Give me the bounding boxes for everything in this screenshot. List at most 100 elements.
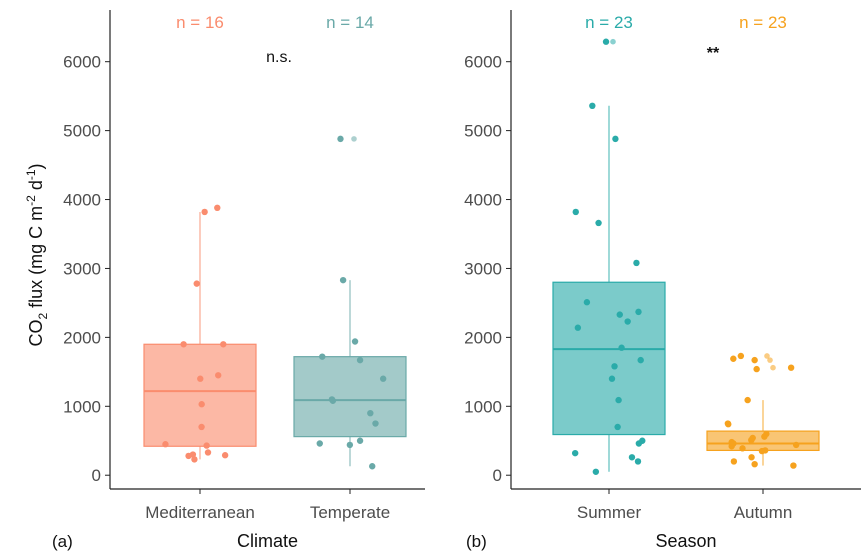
y-tick-label: 2000	[464, 328, 502, 347]
y-tick-label: 4000	[63, 191, 101, 210]
data-point	[369, 463, 376, 470]
data-point	[572, 208, 579, 216]
panel-a-categories: Mediterranean Temperate	[145, 489, 390, 522]
data-point	[191, 456, 198, 463]
y-tick-label: 4000	[464, 191, 502, 210]
data-point	[616, 311, 623, 318]
panel-b-categories: Summer Autumn	[577, 489, 792, 522]
x-tick-label: Temperate	[310, 503, 390, 522]
data-point	[635, 440, 643, 447]
panel-b-n-labels: n = 23 n = 23	[585, 13, 787, 32]
data-point	[203, 442, 210, 449]
outlier-point	[767, 357, 773, 363]
data-point	[162, 441, 169, 448]
data-point	[634, 458, 642, 465]
data-point	[615, 396, 622, 404]
panel-a-y-axis: 0 1000 2000 3000 4000 5000 6000	[63, 53, 110, 485]
x-tick-label: Summer	[577, 503, 642, 522]
box	[552, 281, 666, 436]
n-label: n = 14	[326, 13, 374, 32]
data-point	[787, 364, 795, 371]
data-point	[339, 276, 347, 284]
data-point	[337, 135, 344, 143]
data-point	[204, 449, 212, 456]
data-point	[611, 363, 618, 370]
data-point	[608, 375, 616, 382]
data-point	[792, 441, 800, 449]
y-tick-label: 6000	[464, 53, 502, 72]
data-point	[628, 454, 636, 461]
outlier-point	[764, 353, 770, 359]
data-point	[753, 365, 760, 373]
panel-a: 0 1000 2000 3000 4000 5000 6000 Mediterranean T…	[52, 10, 425, 551]
y-axis-title: CO2 flux (mg C m-2 d-1)	[24, 163, 50, 346]
data-point	[356, 437, 364, 444]
data-point	[595, 219, 602, 227]
data-point	[728, 443, 735, 450]
data-point	[583, 299, 591, 306]
panel-b-tag: (b)	[466, 532, 487, 551]
data-point	[185, 452, 192, 460]
data-point	[730, 355, 737, 362]
panel-b-plot	[552, 38, 820, 475]
y-tick-label: 5000	[63, 122, 101, 141]
x-tick-label: Autumn	[734, 503, 793, 522]
y-tick-label: 0	[493, 466, 502, 485]
outlier-point	[610, 38, 616, 45]
data-point	[215, 372, 222, 379]
data-point	[790, 462, 797, 469]
data-point	[748, 454, 755, 461]
data-point	[346, 441, 354, 449]
data-point	[624, 318, 631, 325]
data-point	[574, 324, 582, 331]
n-label: n = 16	[176, 13, 224, 32]
box	[143, 343, 257, 447]
panel-b: 0 1000 2000 3000 4000 5000 6000 Summer Autumn n…	[464, 10, 861, 551]
data-point	[221, 452, 229, 459]
data-point	[197, 375, 204, 382]
data-point	[758, 447, 766, 455]
panel-a-tag: (a)	[52, 532, 73, 551]
y-tick-label: 3000	[464, 259, 502, 278]
data-point	[193, 280, 200, 287]
data-point	[633, 259, 640, 267]
data-point	[319, 353, 326, 360]
data-point	[637, 356, 644, 364]
data-point	[379, 375, 387, 382]
data-point	[612, 135, 619, 143]
data-point	[214, 204, 221, 212]
x-tick-label: Mediterranean	[145, 503, 255, 522]
panel-a-significance: n.s.	[266, 49, 292, 66]
y-tick-label: 2000	[63, 328, 101, 347]
data-point	[356, 356, 364, 364]
data-point	[635, 308, 642, 316]
n-label: n = 23	[585, 13, 633, 32]
data-point	[737, 352, 745, 360]
panel-b-y-axis: 0 1000 2000 3000 4000 5000 6000	[464, 53, 511, 485]
panel-a-plot	[143, 135, 407, 470]
data-point	[751, 460, 758, 468]
data-point	[180, 341, 187, 348]
y-tick-label: 1000	[464, 397, 502, 416]
data-point	[725, 421, 732, 428]
outlier-point	[770, 364, 776, 371]
data-point	[329, 397, 337, 404]
data-point	[372, 420, 379, 427]
y-tick-label: 3000	[63, 259, 101, 278]
data-point	[316, 440, 323, 447]
data-point	[748, 436, 755, 444]
data-point	[730, 458, 738, 465]
data-point	[761, 433, 768, 440]
data-point	[614, 423, 621, 431]
data-point	[592, 468, 600, 475]
y-tick-label: 5000	[464, 122, 502, 141]
data-point	[589, 102, 596, 110]
panel-b-x-axis-title: Season	[655, 531, 716, 551]
data-point	[602, 38, 610, 45]
n-label: n = 23	[739, 13, 787, 32]
y-tick-label: 0	[92, 466, 101, 485]
data-point	[571, 449, 579, 457]
box	[293, 356, 407, 438]
y-tick-label: 1000	[63, 397, 101, 416]
